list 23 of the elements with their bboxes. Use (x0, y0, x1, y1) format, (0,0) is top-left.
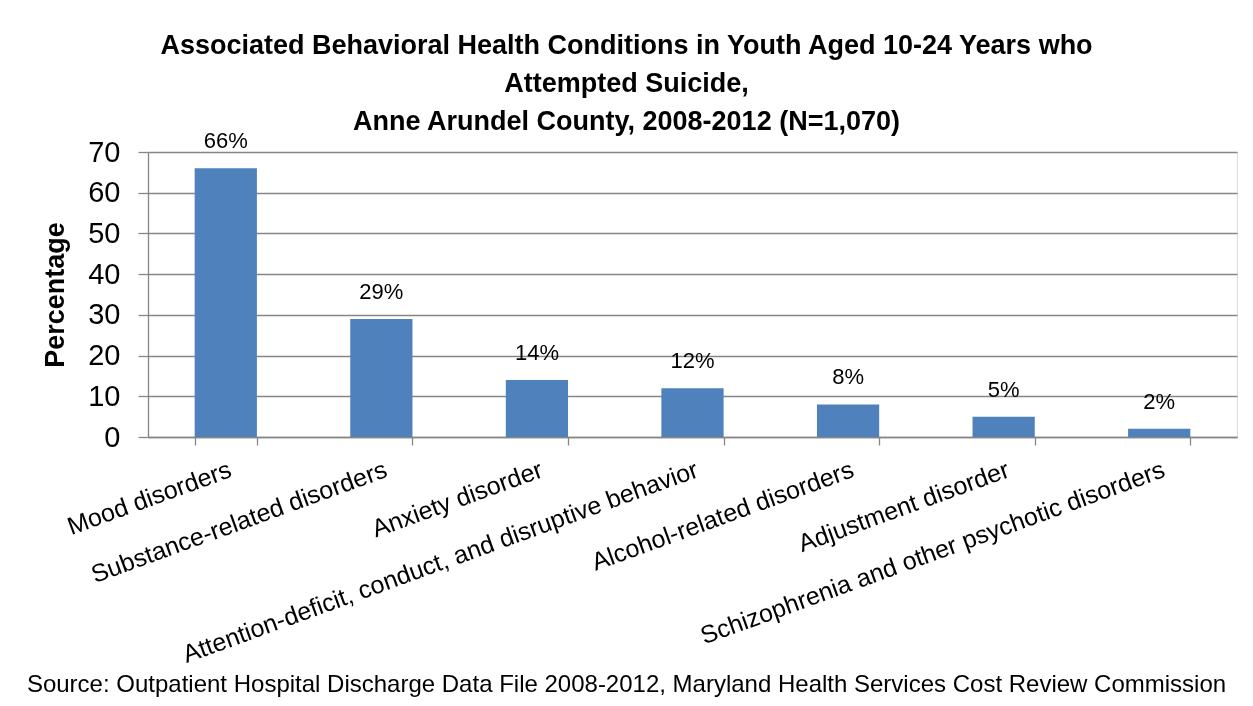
y-tick-label: 60 (88, 176, 121, 209)
bar (972, 416, 1035, 437)
data-label: 2% (1143, 388, 1176, 414)
bar (350, 318, 413, 437)
y-tick-label: 30 (88, 298, 121, 331)
bar (816, 404, 880, 437)
y-tick-label: 0 (104, 420, 121, 453)
bar (194, 168, 257, 437)
y-tick-label: 70 (88, 135, 121, 168)
data-label: 5% (987, 376, 1020, 402)
source-note: Source: Outpatient Hospital Discharge Data File 2008-2012, Maryland Health Services Cost Review Commission (26, 670, 1227, 697)
bar (1128, 428, 1191, 437)
y-tick-label: 10 (88, 379, 121, 412)
data-label: 8% (832, 364, 864, 390)
bar (505, 380, 569, 437)
y-tick-label: 40 (88, 257, 121, 290)
data-label: 14% (514, 340, 559, 365)
data-label: 12% (670, 348, 715, 374)
y-tick-label: 50 (88, 216, 121, 249)
bar (661, 388, 724, 437)
y-axis-title: Percentage (40, 222, 71, 368)
y-tick-label: 20 (88, 339, 121, 372)
data-label: 29% (359, 278, 404, 304)
